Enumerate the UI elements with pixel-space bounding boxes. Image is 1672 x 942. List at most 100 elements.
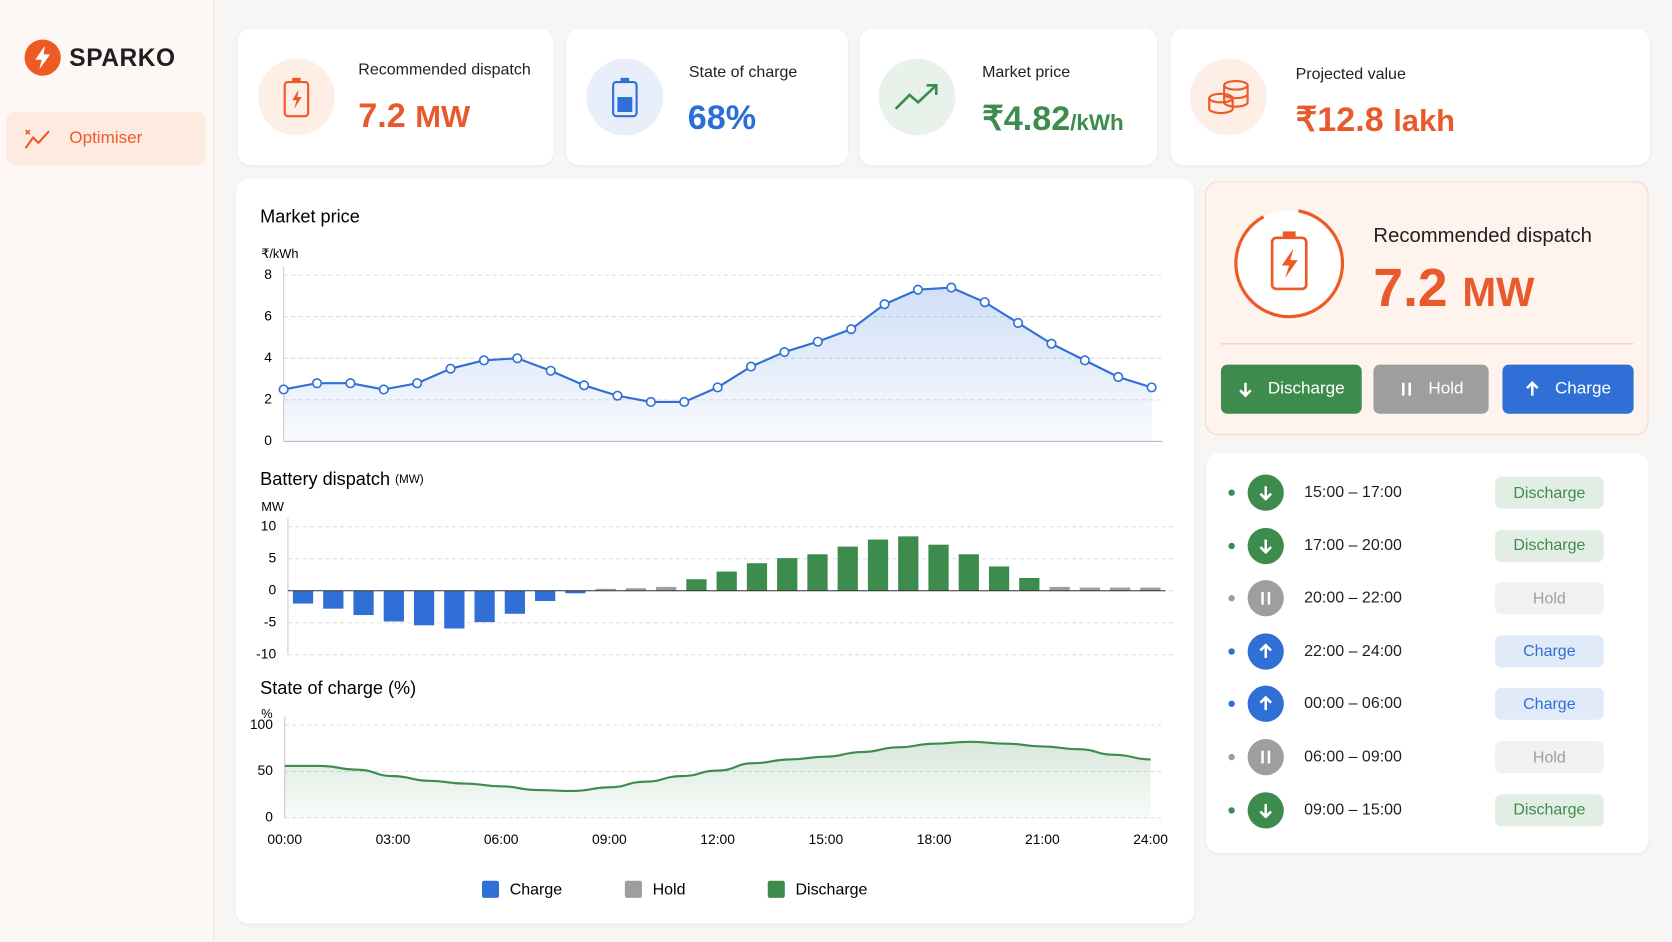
y-tick-label: 50 [258,762,274,778]
bar [656,586,677,591]
kpi-value: 68% [687,98,757,137]
y-tick-label: -10 [256,645,276,661]
dot [1228,753,1235,761]
y-tick-label: 0 [268,581,276,597]
bar [1079,587,1100,591]
kpi-label: Projected value [1295,65,1406,84]
bar [928,544,949,591]
schedule-row: 22:00 – 24:00 Charge [1206,630,1649,673]
unit: MW [1462,270,1535,316]
marker [1013,317,1024,329]
kpi-value: ₹12.8 lakh [1296,99,1455,140]
coins-icon [1208,79,1249,115]
time: 22:00 – 24:00 [1304,641,1402,660]
y-axis-unit: MW [261,499,285,514]
kpi-label: State of charge [688,62,798,82]
marker [278,384,289,395]
schedule-row: 20:00 – 22:00 Hold [1206,577,1649,620]
dot [1228,700,1235,708]
battery-icon [612,77,638,118]
kpi-value: ₹4.82/kWh [982,98,1124,139]
icon-bg [1247,738,1284,776]
time: 06:00 – 09:00 [1304,747,1402,766]
icon [1259,539,1272,554]
marker [1146,382,1157,393]
row-icon [1228,633,1284,670]
legend-swatch [481,880,500,898]
time: 17:00 – 20:00 [1304,535,1402,555]
kpi-label: Recommended dispatch [358,60,531,79]
row-icon [1228,791,1284,829]
bar [625,588,647,591]
schedule-row: 15:00 – 17:00 Discharge [1206,471,1649,514]
x-tick-label: 09:00 [592,831,627,847]
bar [1019,577,1040,591]
marker [946,282,957,293]
mode-badge: Charge [1494,688,1604,721]
x-tick-label: 06:00 [484,831,519,847]
mode-badge: Charge [1494,635,1604,668]
marker [445,363,456,374]
value: ₹4.82 [982,99,1071,138]
y-tick-label: 6 [264,307,272,323]
time: 09:00 – 15:00 [1304,800,1402,819]
kpi-label: Market price [982,62,1071,82]
y-axis-unit: ₹/kWh [261,246,298,261]
bar [1049,586,1070,591]
mode-badge: Discharge [1494,793,1604,826]
action-button[interactable]: Hold [1373,364,1489,414]
marker [679,396,690,408]
nav-item[interactable]: Optimiser [6,111,206,166]
bar [867,539,889,591]
kpi-card: State of charge 68% [566,28,848,166]
button-label: Discharge [1267,379,1345,398]
dot [1228,542,1235,549]
x-tick-label: 15:00 [809,831,844,847]
kpi-icon [258,58,335,136]
row-icon [1228,686,1284,723]
marker [1046,338,1057,349]
action-button[interactable]: Charge [1502,364,1634,414]
x-tick-label: 00:00 [267,831,302,847]
icon [1259,695,1272,711]
time: 00:00 – 06:00 [1304,694,1402,713]
bar [807,554,828,591]
action-button[interactable]: Discharge [1220,364,1362,414]
x-tick-label: 18:00 [917,831,952,847]
icon [1259,803,1272,819]
legend-swatch [767,880,785,898]
dot [1228,489,1235,496]
bar [353,590,374,616]
x-tick-label: 21:00 [1025,831,1060,847]
dispatch-ring [1234,208,1345,319]
bar [716,571,737,591]
icon-bg [1247,580,1284,617]
bar [686,579,707,591]
icon [1259,643,1272,658]
schedule-row: 06:00 – 09:00 Hold [1206,736,1649,779]
y-axis-unit: % [261,706,272,721]
legend-label: Charge [510,882,563,899]
nav-label: Optimiser [69,129,143,148]
area [283,287,1152,442]
icon [1526,381,1539,396]
y-tick-label: 4 [264,349,272,365]
area [284,741,1151,818]
bar [595,588,616,591]
chart-title: Battery dispatch (MW) [260,469,424,489]
time: 20:00 – 22:00 [1304,588,1402,607]
marker [412,378,423,389]
mode-badge: Discharge [1494,529,1604,562]
schedule-card: 15:00 – 17:00 Discharge 17:00 – 20:00 Disch… [1206,453,1649,854]
dot [1228,595,1235,602]
y-tick-label: 5 [268,549,276,565]
icon [1401,382,1411,396]
bar [474,590,495,623]
y-tick-label: 100 [250,716,273,732]
bar [504,590,526,614]
bar [535,590,556,601]
marker [879,299,890,310]
marker [745,361,757,372]
icon [1259,486,1272,501]
